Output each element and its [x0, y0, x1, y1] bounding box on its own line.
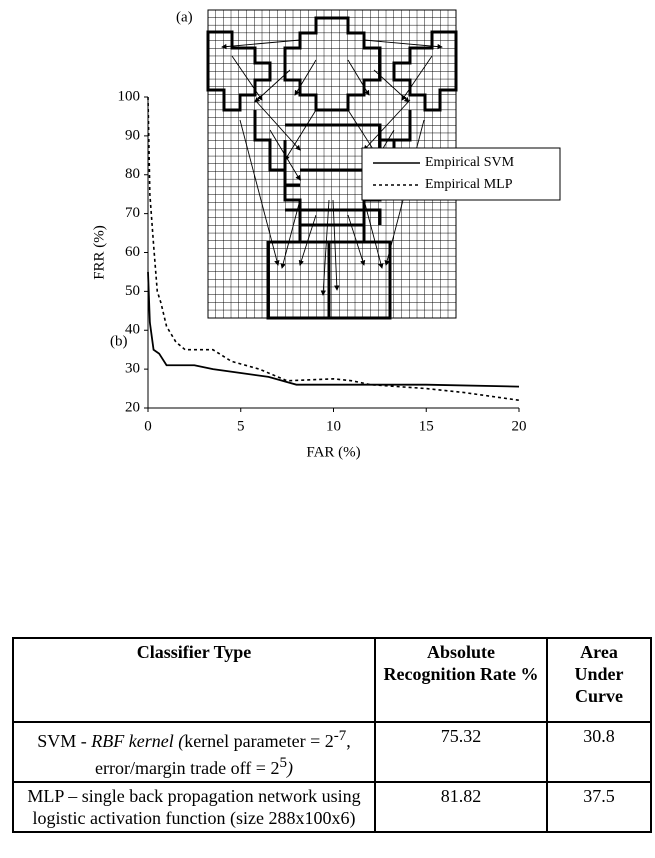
- y-axis-label: FRR (%): [91, 225, 107, 280]
- table-row: SVM - RBF kernel (kernel parameter = 2-7…: [13, 722, 651, 782]
- cell-text: 5: [279, 755, 287, 771]
- header-row: Classifier Type Absolute Recognition Rat…: [13, 638, 651, 722]
- header-cell: Area Under Curve: [547, 638, 651, 722]
- cell-text: RBF kernel (: [91, 731, 184, 751]
- table-row: MLP – single back propagation network us…: [13, 782, 651, 832]
- legend-label: Empirical SVM: [425, 155, 515, 170]
- table-cell: 81.82: [375, 782, 547, 832]
- table-cell: 75.32: [375, 722, 547, 782]
- panel-label: (a): [176, 9, 193, 25]
- y-tick-label: 40: [125, 322, 140, 338]
- y-tick-label: 80: [125, 166, 140, 182]
- table-cell: SVM - RBF kernel (kernel parameter = 2-7…: [13, 722, 375, 782]
- y-tick-label: 50: [125, 283, 140, 299]
- y-tick-label: 100: [118, 88, 141, 104]
- x-tick-label: 20: [512, 418, 527, 434]
- table-cell: 30.8: [547, 722, 651, 782]
- y-tick-label: 30: [125, 361, 140, 377]
- cell-text: SVM -: [37, 731, 91, 751]
- cell-text: ): [287, 758, 293, 778]
- y-tick-label: 90: [125, 127, 140, 143]
- header-cell: Classifier Type: [13, 638, 375, 722]
- cell-text: MLP – single back propagation network us…: [27, 786, 360, 828]
- x-tick-label: 0: [144, 418, 152, 434]
- header-cell: Absolute Recognition Rate %: [375, 638, 547, 722]
- table-cell: MLP – single back propagation network us…: [13, 782, 375, 832]
- table-cell: 37.5: [547, 782, 651, 832]
- x-tick-label: 10: [326, 418, 341, 434]
- x-axis-label: FAR (%): [306, 444, 360, 460]
- results-table: Classifier Type Absolute Recognition Rat…: [12, 637, 652, 833]
- y-tick-label: 70: [125, 205, 140, 221]
- page: (a) (b) 203040506070809010005101520FAR: [0, 0, 655, 858]
- cell-text: kernel parameter = 2: [184, 731, 334, 751]
- cell-text: -7: [334, 728, 347, 744]
- y-tick-label: 20: [125, 399, 140, 415]
- legend-label: Empirical MLP: [425, 177, 513, 192]
- x-tick-label: 5: [237, 418, 245, 434]
- y-tick-label: 60: [125, 244, 140, 260]
- x-tick-label: 15: [419, 418, 434, 434]
